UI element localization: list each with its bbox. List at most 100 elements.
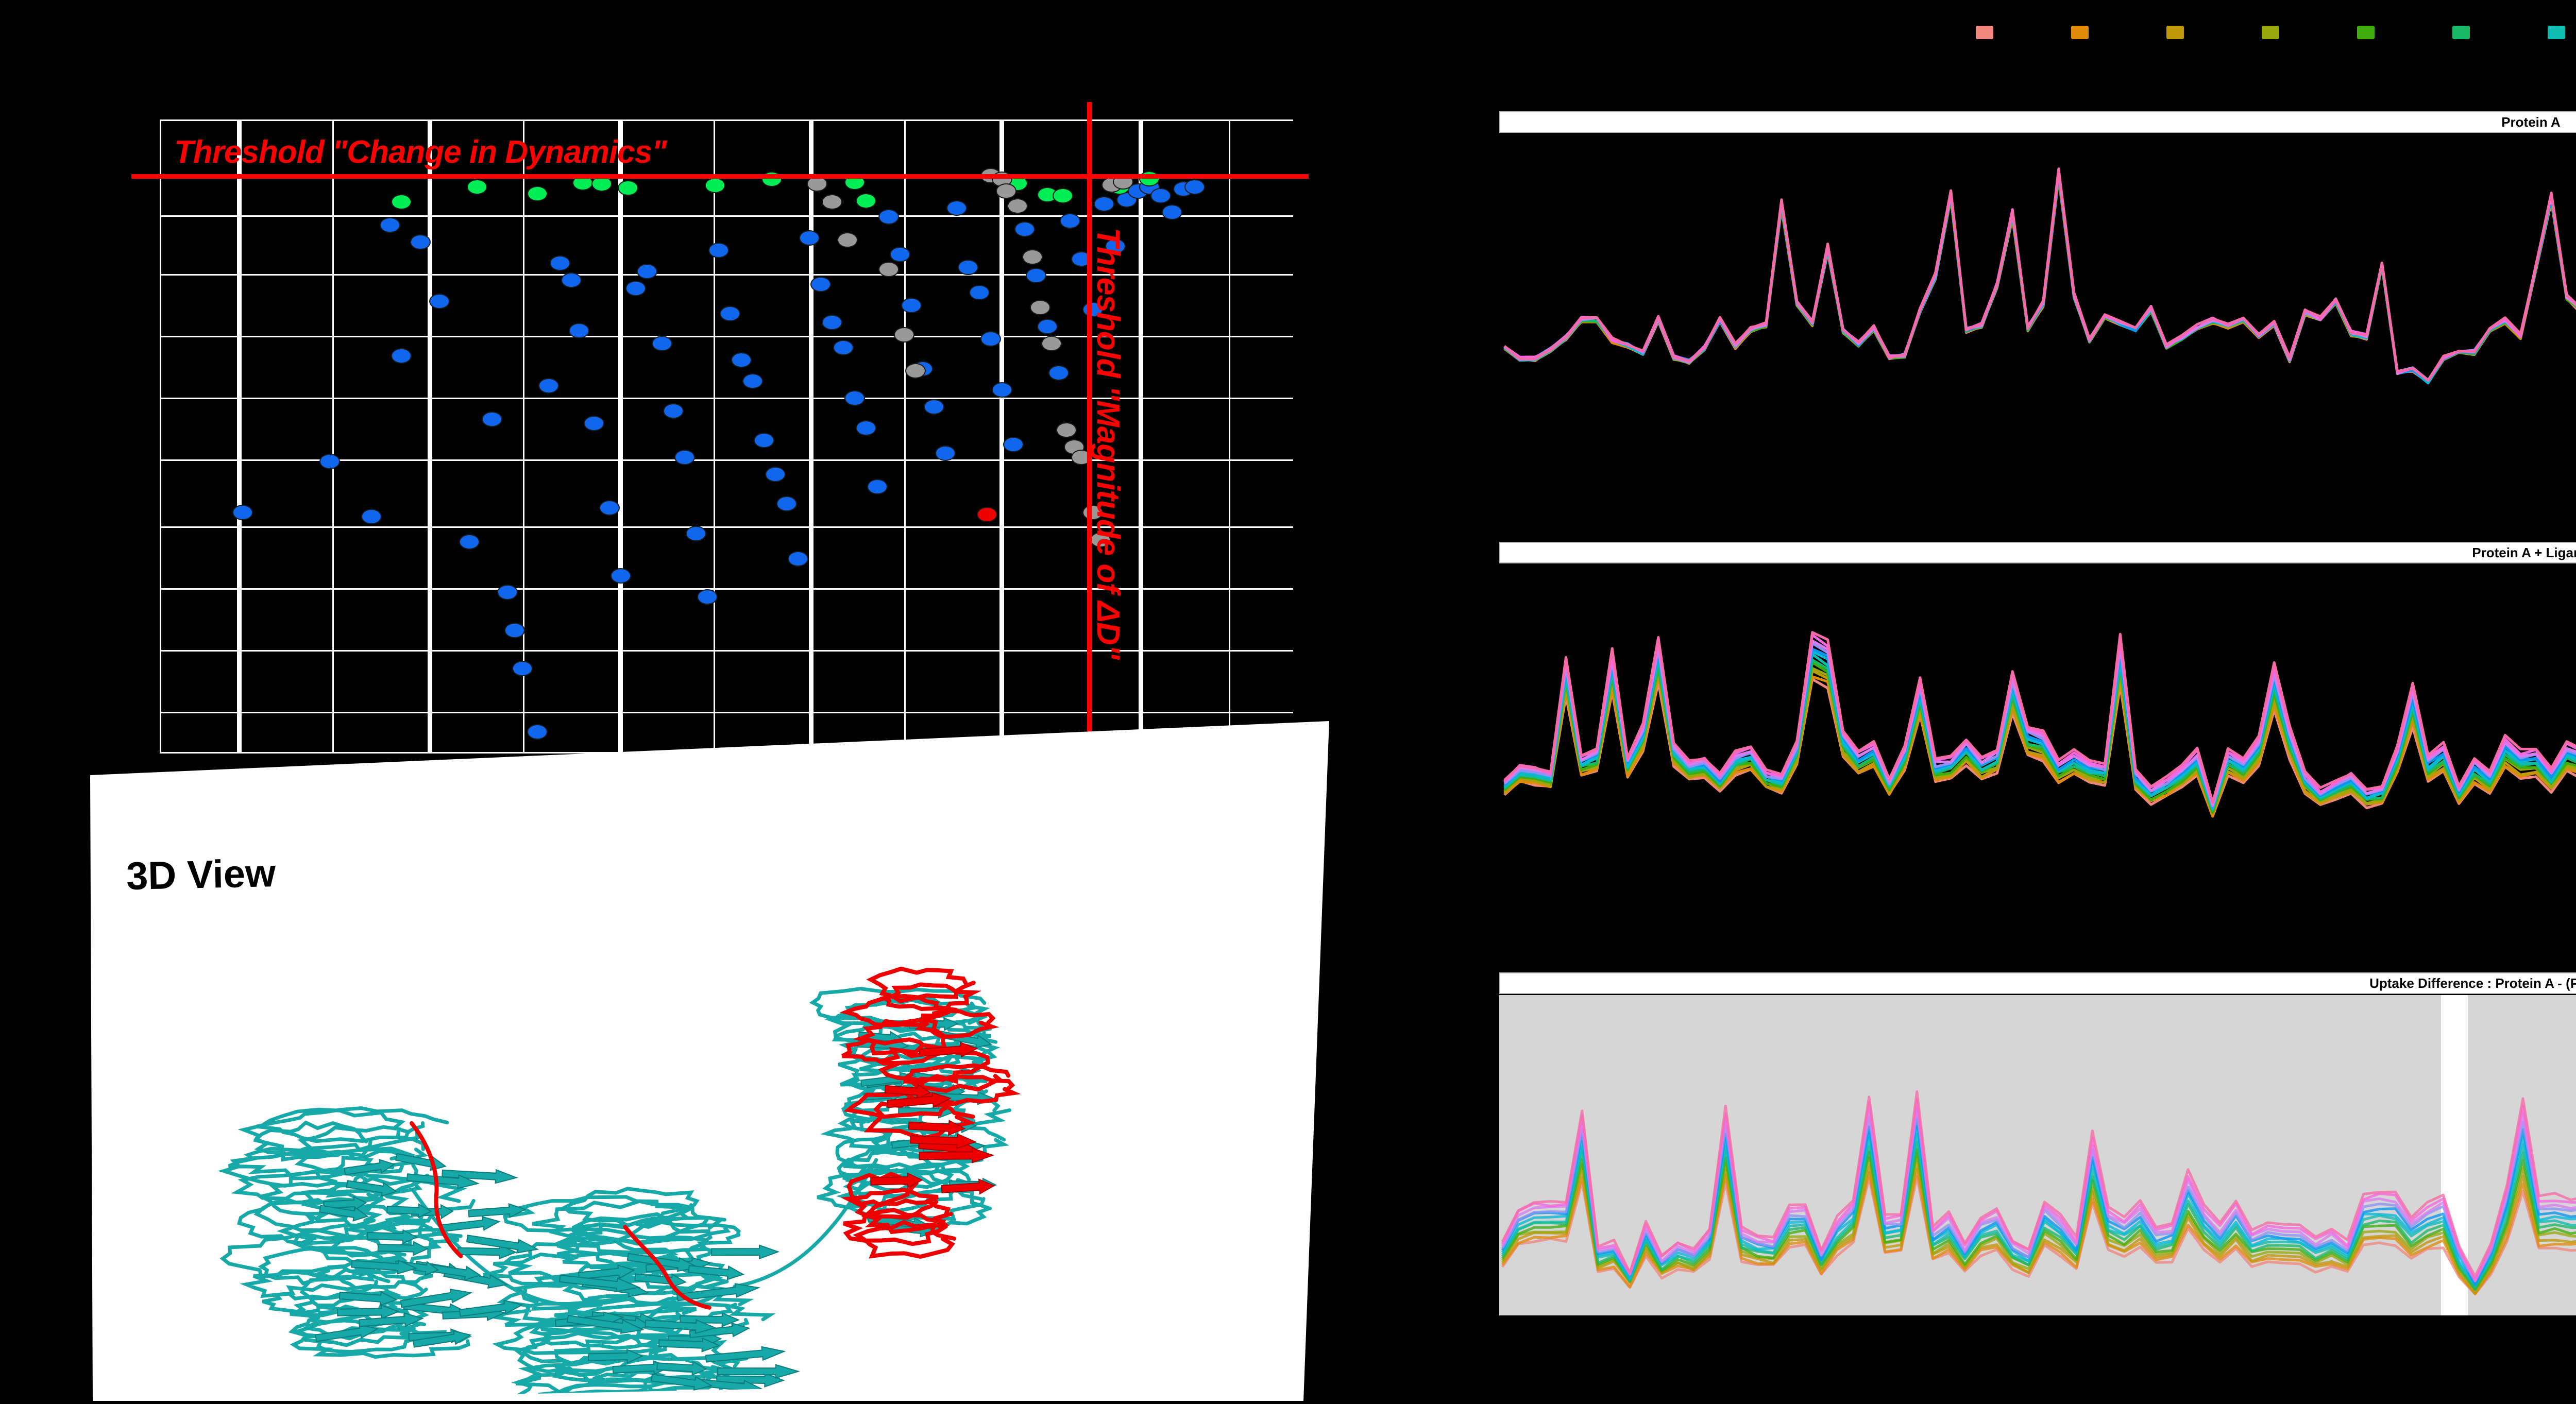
uptake-trace-timepoint-6[interactable] [1503,172,2576,384]
uptake-trace-timepoint-1[interactable] [1503,177,2576,384]
scatter-point-below-threshold[interactable] [232,504,253,520]
legend-swatch-timepoint-4[interactable] [2262,26,2279,39]
panel-protein-a-ligand-traces[interactable] [1499,564,2576,858]
scatter-point-below-threshold[interactable] [901,297,922,313]
scatter-point-neutral[interactable] [1082,504,1104,520]
protein-ribbon-structure[interactable] [165,885,1195,1401]
scatter-point-below-threshold[interactable] [799,230,820,246]
scatter-point-below-threshold[interactable] [380,217,401,233]
scatter-point-neutral[interactable] [822,194,843,210]
scatter-point-above-threshold[interactable] [618,180,639,196]
scatter-point-below-threshold[interactable] [935,445,956,461]
scatter-point-below-threshold[interactable] [527,724,548,740]
legend-swatch-timepoint-2[interactable] [2071,26,2089,39]
scatter-point-below-threshold[interactable] [497,585,518,601]
uptake-trace-timepoint-12[interactable] [1503,170,2576,382]
scatter-point-below-threshold[interactable] [1037,318,1058,334]
scatter-point-below-threshold[interactable] [1026,268,1047,284]
scatter-point-below-threshold[interactable] [1082,302,1104,317]
scatter-point-neutral[interactable] [893,327,914,343]
scatter-point-below-threshold[interactable] [482,412,503,427]
scatter-point-below-threshold[interactable] [856,420,877,436]
uptake-trace-timepoint-3[interactable] [1503,174,2576,384]
scatter-point-below-threshold[interactable] [410,234,431,250]
scatter-plot-area[interactable]: Threshold "Change in Dynamics" Threshold… [131,102,1309,775]
scatter-point-below-threshold[interactable] [1184,179,1206,195]
panel-protein-a-traces[interactable] [1499,134,2576,427]
scatter-point-below-threshold[interactable] [958,260,979,275]
scatter-point-neutral[interactable] [1029,299,1050,315]
scatter-point-neutral[interactable] [1056,422,1077,438]
scatter-point-below-threshold[interactable] [1162,204,1183,220]
scatter-point-below-threshold[interactable] [788,551,809,567]
scatter-point-below-threshold[interactable] [652,335,673,351]
scatter-point-below-threshold[interactable] [833,339,854,355]
three-d-view-card[interactable]: logit (pvalueMagnitude_of_Delta_D) 3D Vi… [90,721,1329,1401]
scatter-point-below-threshold[interactable] [765,466,786,482]
scatter-point-below-threshold[interactable] [754,433,775,449]
uptake-trace-timepoint-3[interactable] [1501,1160,2576,1297]
uptake-trace-timepoint-2[interactable] [1501,1168,2576,1295]
scatter-point-below-threshold[interactable] [776,496,798,512]
scatter-point-below-threshold[interactable] [980,331,1002,347]
scatter-point-neutral[interactable] [837,232,858,248]
scatter-point-below-threshold[interactable] [584,416,605,432]
panel-uptake-difference-traces[interactable] [1499,995,2576,1315]
uptake-trace-timepoint-6[interactable] [1501,1140,2576,1291]
scatter-point-below-threshold[interactable] [878,209,900,225]
scatter-point-below-threshold[interactable] [361,508,382,524]
scatter-point-below-threshold[interactable] [561,272,582,288]
uptake-trace-timepoint-13[interactable] [1503,618,2576,804]
scatter-point-below-threshold[interactable] [1048,365,1070,381]
scatter-point-below-threshold[interactable] [1060,213,1081,229]
scatter-point-above-threshold[interactable] [527,185,548,201]
uptake-trace-timepoint-11[interactable] [1503,170,2576,382]
scatter-point-below-threshold[interactable] [569,323,589,338]
uptake-trace-timepoint-7[interactable] [1503,172,2576,385]
legend-swatch-timepoint-3[interactable] [2166,26,2184,39]
uptake-trace-timepoint-4[interactable] [1503,175,2576,384]
scatter-point-below-threshold[interactable] [637,264,657,280]
scatter-point-below-threshold[interactable] [512,661,533,676]
scatter-point-below-threshold[interactable] [708,243,730,259]
scatter-point-below-threshold[interactable] [663,403,684,419]
scatter-point-below-threshold[interactable] [674,450,696,465]
scatter-point-below-threshold[interactable] [822,314,843,330]
scatter-point-below-threshold[interactable] [686,525,707,541]
scatter-point-below-threshold[interactable] [946,200,968,216]
scatter-point-above-threshold[interactable] [467,179,487,195]
scatter-point-neutral[interactable] [1007,198,1028,214]
scatter-point-below-threshold[interactable] [890,247,911,263]
scatter-point-below-threshold[interactable] [504,623,526,639]
scatter-point-above-threshold[interactable] [705,177,725,193]
scatter-point-below-threshold[interactable] [1150,187,1172,203]
uptake-trace-timepoint-13[interactable] [1501,1088,2576,1280]
scatter-point-below-threshold[interactable] [924,399,945,415]
scatter-point-below-threshold[interactable] [992,382,1013,398]
uptake-trace-timepoint-2[interactable] [1503,177,2576,384]
scatter-point-below-threshold[interactable] [1105,238,1126,254]
timepoint-legend[interactable] [1484,0,2576,62]
scatter-point-below-threshold[interactable] [1014,221,1036,237]
scatter-point-below-threshold[interactable] [1003,437,1024,453]
scatter-point-below-threshold[interactable] [319,454,340,470]
scatter-point-neutral[interactable] [995,183,1016,199]
scatter-point-below-threshold[interactable] [742,373,764,389]
scatter-point-above-threshold[interactable] [856,193,877,209]
scatter-point-below-threshold[interactable] [1094,196,1115,212]
scatter-point-below-threshold[interactable] [625,281,646,296]
scatter-point-below-threshold[interactable] [550,255,571,271]
scatter-point-below-threshold[interactable] [599,500,620,516]
uptake-trace-timepoint-5[interactable] [1501,1148,2576,1292]
scatter-point-below-threshold[interactable] [969,285,990,301]
legend-swatch-timepoint-1[interactable] [1976,26,1993,39]
uptake-trace-timepoint-8[interactable] [1503,172,2576,385]
scatter-point-below-threshold[interactable] [731,352,752,368]
scatter-point-below-threshold[interactable] [697,589,718,605]
scatter-point-neutral[interactable] [1022,249,1043,265]
uptake-trace-timepoint-9[interactable] [1503,173,2576,382]
scatter-point-below-threshold[interactable] [429,293,450,309]
scatter-point-below-threshold[interactable] [610,568,631,584]
uptake-trace-timepoint-13[interactable] [1503,167,2576,382]
scatter-point-below-threshold[interactable] [538,378,560,393]
